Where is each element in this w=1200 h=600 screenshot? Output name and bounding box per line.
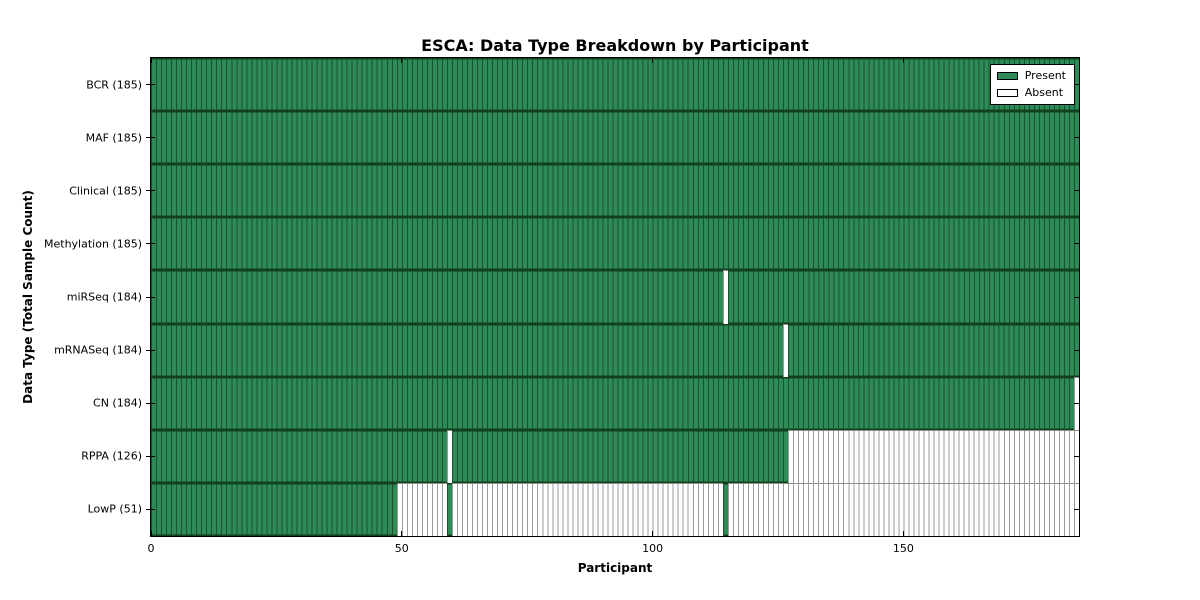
- y-tick-mark: [1074, 349, 1079, 351]
- segment-present: [727, 270, 1079, 324]
- segment-present: [446, 482, 452, 536]
- y-tick-mark: [146, 84, 155, 86]
- legend: Present Absent: [989, 64, 1075, 105]
- y-tick-mark: [1074, 508, 1079, 510]
- x-tick-label-150: 150: [892, 542, 914, 555]
- row-miRSeq: [151, 270, 1079, 324]
- x-tick-mark: [401, 531, 403, 536]
- y-tick-label-BCR: BCR (185): [86, 78, 142, 92]
- y-tick-mark: [146, 349, 155, 351]
- y-tick-mark: [1074, 296, 1079, 298]
- segment-present: [451, 429, 789, 483]
- legend-label-present: Present: [1024, 69, 1066, 82]
- y-tick-mark: [146, 137, 155, 139]
- legend-swatch-present-icon: [996, 71, 1018, 80]
- row-CN: [151, 376, 1079, 430]
- y-tick-mark: [146, 243, 155, 245]
- y-tick-label-Methylation: Methylation (185): [44, 237, 142, 251]
- row-mRNASeq: [151, 323, 1079, 377]
- y-tick-label-mRNASeq: mRNASeq (184): [54, 343, 142, 357]
- segment-present: [151, 58, 1079, 112]
- y-tick-mark: [146, 508, 155, 510]
- segment-present: [151, 270, 723, 324]
- y-tick-label-MAF: MAF (185): [85, 131, 142, 145]
- x-tick-label-0: 0: [147, 542, 155, 555]
- row-Methylation: [151, 217, 1079, 271]
- y-tick-label-Clinical: Clinical (185): [69, 184, 142, 198]
- row-RPPA: [151, 429, 1079, 483]
- legend-swatch-absent-icon: [996, 88, 1018, 97]
- x-tick-mark: [652, 58, 654, 63]
- y-tick-mark: [146, 190, 155, 192]
- x-tick-mark: [151, 58, 152, 63]
- legend-item-absent: Absent: [996, 86, 1066, 99]
- row-LowP: [151, 482, 1079, 536]
- legend-label-absent: Absent: [1024, 86, 1064, 99]
- segment-present: [151, 323, 784, 377]
- y-tick-mark: [1074, 84, 1079, 86]
- x-tick-mark: [902, 531, 904, 536]
- y-tick-mark: [1074, 137, 1079, 139]
- legend-item-present: Present: [996, 69, 1066, 82]
- segment-present: [151, 217, 1079, 271]
- y-tick-mark: [1074, 455, 1079, 457]
- x-tick-mark: [151, 531, 152, 536]
- x-tick-mark: [401, 58, 403, 63]
- segment-present: [151, 376, 1074, 430]
- x-tick-label-50: 50: [394, 542, 409, 555]
- segment-present: [151, 111, 1079, 165]
- y-tick-label-miRSeq: miRSeq (184): [66, 290, 142, 304]
- x-tick-mark: [902, 58, 904, 63]
- y-tick-mark: [1074, 402, 1079, 404]
- segment-present: [722, 482, 728, 536]
- x-tick-mark: [652, 531, 654, 536]
- y-tick-mark: [1074, 243, 1079, 245]
- y-tick-label-LowP: LowP (51): [87, 502, 142, 516]
- plot-area: Present Absent: [150, 57, 1080, 537]
- segment-present: [151, 482, 397, 536]
- segment-present: [151, 429, 447, 483]
- y-tick-mark: [146, 402, 155, 404]
- y-tick-mark: [1074, 190, 1079, 192]
- y-tick-label-CN: CN (184): [93, 396, 142, 410]
- y-tick-label-RPPA: RPPA (126): [81, 449, 142, 463]
- segment-present: [788, 323, 1079, 377]
- row-BCR: [151, 58, 1079, 112]
- x-axis-title: Participant: [577, 561, 653, 575]
- y-tick-mark: [146, 455, 155, 457]
- y-tick-mark: [146, 296, 155, 298]
- row-MAF: [151, 111, 1079, 165]
- chart-title: ESCA: Data Type Breakdown by Participant: [421, 36, 809, 55]
- row-Clinical: [151, 164, 1079, 218]
- x-tick-label-100: 100: [642, 542, 664, 555]
- segment-present: [151, 164, 1079, 218]
